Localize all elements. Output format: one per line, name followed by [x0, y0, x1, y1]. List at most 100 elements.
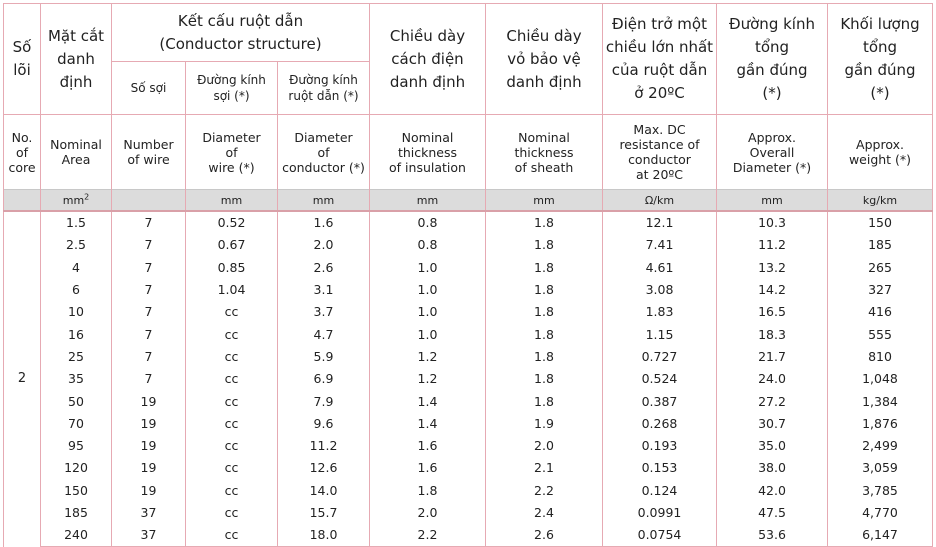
header-text: Điện trở một [612, 15, 707, 33]
cell-num-wire: 7 [111, 345, 186, 369]
cell-ins: 1.6 [369, 434, 486, 458]
header-area-vn: Mặt cắt danh định [40, 3, 112, 115]
cell-weight: 2,499 [827, 434, 933, 458]
cell-area: 35 [40, 368, 112, 391]
cell-wire-dia: cc [185, 501, 278, 525]
cell-num-wire: 7 [111, 323, 186, 346]
header-text: danh [57, 49, 95, 68]
cell-ins: 0.8 [369, 211, 486, 235]
cell-overall: 14.2 [716, 278, 828, 302]
cell-wire-dia: cc [185, 457, 278, 480]
header-text: Số sợi [130, 81, 167, 95]
cell-wire-dia: 0.85 [185, 256, 278, 279]
cell-overall: 30.7 [716, 412, 828, 435]
header-text: Đường kính [729, 15, 815, 33]
header-ins-vn: Chiều dày cách điện danh định [369, 3, 486, 115]
cell-area: 70 [40, 412, 112, 435]
cell-sheath: 1.8 [485, 256, 603, 279]
cell-ins: 1.0 [369, 323, 486, 346]
header-text: gần đúng [736, 61, 808, 79]
header-text: of wire [127, 152, 170, 167]
cell-wire-dia: 0.52 [185, 211, 278, 235]
header-text: Số [12, 38, 32, 56]
header-cores-en: No. of core [3, 114, 41, 190]
cell-num-wire: 19 [111, 479, 186, 502]
header-text: vỏ bảo vệ [507, 49, 581, 68]
header-num-wire-vn: Số sợi [111, 61, 186, 115]
cell-num-wire: 7 [111, 278, 186, 302]
table-row: 4 7 0.85 2.6 1.0 1.8 4.61 13.2 265 [4, 256, 933, 279]
header-text: wire (*) [208, 159, 255, 175]
header-text: thickness [514, 144, 574, 160]
header-text: Nominal [50, 137, 102, 152]
cell-ins: 1.0 [369, 256, 486, 279]
cell-num-wire: 37 [111, 501, 186, 525]
header-text: danh định [506, 72, 582, 91]
header-text: conductor [628, 152, 691, 167]
unit-sheath: mm [485, 189, 603, 212]
unit-wire-dia: mm [185, 189, 278, 212]
cell-wire-dia: cc [185, 323, 278, 346]
header-cond-dia-vn: Đường kính ruột dẫn (*) [277, 61, 370, 115]
cell-cond-dia: 15.7 [277, 501, 370, 525]
header-text: sợi (*) [213, 89, 250, 103]
cell-resist: 0.727 [602, 345, 717, 369]
cell-overall: 35.0 [716, 434, 828, 458]
cell-wire-dia: cc [185, 479, 278, 502]
cell-cond-dia: 2.6 [277, 256, 370, 279]
cell-num-wire: 7 [111, 211, 186, 235]
cell-area: 150 [40, 479, 112, 502]
header-text: core [8, 159, 36, 175]
cell-cores: 2 [3, 211, 41, 547]
cell-resist: 1.15 [602, 323, 717, 346]
cell-resist: 1.83 [602, 301, 717, 324]
cell-ins: 1.4 [369, 390, 486, 413]
unit-row: mm2 mm mm mm mm Ω/km mm kg/km [3, 189, 933, 212]
cell-overall: 16.5 [716, 301, 828, 324]
cell-area: 1.5 [40, 211, 112, 235]
header-ins-en: Nominal thickness of insulation [369, 114, 486, 190]
cell-ins: 0.8 [369, 234, 486, 257]
cell-resist: 12.1 [602, 211, 717, 235]
cell-resist: 0.193 [602, 434, 717, 458]
cell-resist: 0.0754 [602, 524, 717, 547]
cell-sheath: 2.6 [485, 524, 603, 547]
header-text: Kết cấu ruột dẫn [177, 11, 304, 30]
cell-overall: 18.3 [716, 323, 828, 346]
header-text: Area [61, 152, 91, 167]
cell-overall: 13.2 [716, 256, 828, 279]
cell-resist: 3.08 [602, 278, 717, 302]
table-row: 240 37 cc 18.0 2.2 2.6 0.0754 53.6 6,147 [4, 524, 933, 547]
header-text: of sheath [514, 159, 574, 175]
header-wire-dia-en: Diameter of wire (*) [185, 114, 278, 190]
cell-sheath: 1.8 [485, 390, 603, 413]
cell-num-wire: 19 [111, 412, 186, 435]
cable-spec-table: Số lõi Mặt cắt danh định Kết cấu ruột dẫ… [3, 3, 933, 547]
cell-cond-dia: 7.9 [277, 390, 370, 413]
cell-weight: 150 [827, 211, 933, 235]
cell-wire-dia: cc [185, 390, 278, 413]
header-text: Khối lượng [840, 15, 920, 33]
cell-sheath: 2.2 [485, 479, 603, 502]
table-row: 2.5 7 0.67 2.0 0.8 1.8 7.41 11.2 185 [4, 234, 933, 257]
header-structure-vn: Kết cấu ruột dẫn (Conductor structure) [111, 3, 370, 62]
cell-weight: 327 [827, 278, 933, 302]
header-wire-dia-vn: Đường kính sợi (*) [185, 61, 278, 115]
cell-cond-dia: 11.2 [277, 434, 370, 458]
cell-weight: 4,770 [827, 501, 933, 525]
cell-wire-dia: cc [185, 368, 278, 391]
cell-weight: 416 [827, 301, 933, 324]
cell-wire-dia: cc [185, 434, 278, 458]
cell-overall: 21.7 [716, 345, 828, 369]
header-text: Approx. [856, 137, 904, 152]
header-text: thickness [397, 144, 458, 160]
cell-num-wire: 7 [111, 301, 186, 324]
header-text: of [15, 144, 29, 160]
cell-weight: 555 [827, 323, 933, 346]
header-text: lõi [13, 61, 31, 79]
cell-ins: 1.8 [369, 479, 486, 502]
header-text: Number [123, 137, 174, 152]
cell-resist: 0.387 [602, 390, 717, 413]
cell-sheath: 1.8 [485, 323, 603, 346]
cell-weight: 1,384 [827, 390, 933, 413]
